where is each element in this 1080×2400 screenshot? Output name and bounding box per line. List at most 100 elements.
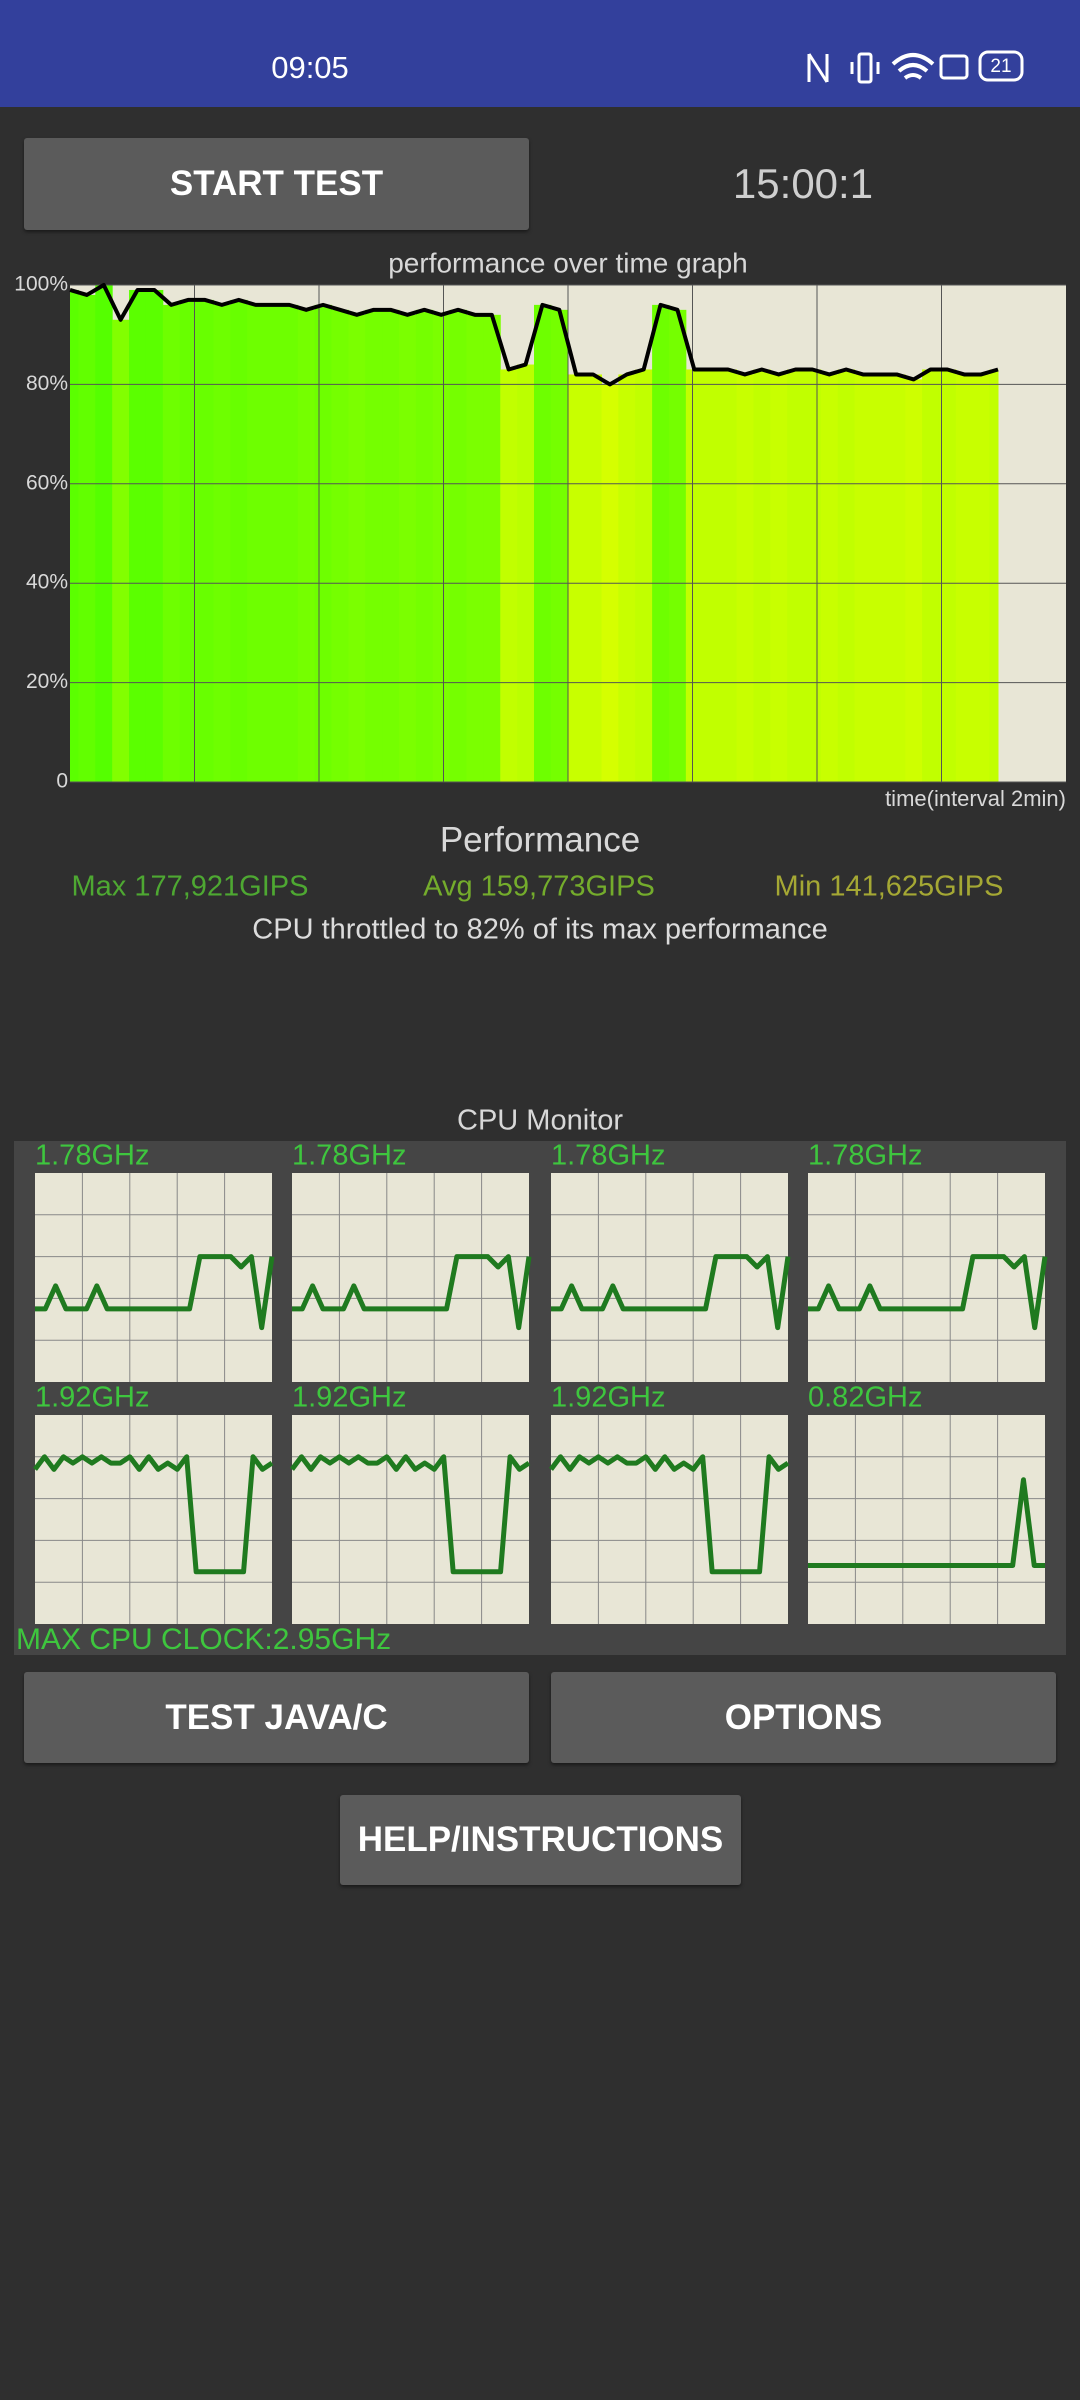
performance-column bbox=[938, 369, 957, 782]
performance-column bbox=[129, 289, 147, 782]
core-graph-background bbox=[35, 1173, 272, 1382]
performance-column bbox=[584, 374, 602, 782]
core-graph-background bbox=[551, 1415, 788, 1624]
performance-column bbox=[871, 374, 889, 782]
performance-column bbox=[348, 314, 366, 782]
core-graph-background bbox=[551, 1173, 788, 1382]
options-button[interactable]: OPTIONS bbox=[551, 1672, 1056, 1763]
performance-column bbox=[854, 374, 872, 782]
performance-column bbox=[989, 369, 999, 782]
performance-column bbox=[820, 374, 839, 782]
performance-column bbox=[803, 369, 822, 782]
graph-title: performance over time graph bbox=[388, 247, 748, 278]
core-line bbox=[549, 1454, 790, 1575]
core-frequency: 1.78GHz bbox=[292, 1140, 406, 1172]
performance-column bbox=[500, 369, 518, 782]
max-stat: Max 177,921GIPS bbox=[72, 871, 309, 903]
core-frequency: 1.78GHz bbox=[551, 1140, 665, 1172]
x-axis-label: time(interval 2min) bbox=[885, 786, 1066, 811]
y-tick-label: 20% bbox=[26, 670, 68, 693]
battery: 21 bbox=[990, 56, 1011, 77]
performance-column bbox=[736, 374, 754, 782]
performance-column bbox=[280, 304, 299, 782]
core-line bbox=[292, 1254, 532, 1331]
performance-column bbox=[888, 374, 906, 782]
performance-column bbox=[432, 314, 451, 782]
start-test-button[interactable]: START TEST bbox=[24, 138, 529, 230]
performance-column bbox=[635, 369, 653, 782]
performance-column bbox=[399, 314, 417, 782]
core-line bbox=[33, 1454, 274, 1575]
performance-column bbox=[213, 304, 231, 782]
core-frequency: 1.78GHz bbox=[808, 1140, 922, 1172]
core-graph-background bbox=[808, 1173, 1045, 1382]
help-button[interactable]: HELP/INSTRUCTIONS bbox=[340, 1795, 741, 1885]
performance-column bbox=[264, 304, 282, 782]
performance-column bbox=[78, 294, 96, 782]
status-bar: 09:05 21 bbox=[0, 0, 1080, 107]
performance-column bbox=[112, 319, 130, 782]
performance-column bbox=[95, 285, 113, 782]
cpu-monitor-title: CPU Monitor bbox=[457, 1105, 623, 1137]
performance-column bbox=[719, 369, 737, 782]
performance-column bbox=[567, 374, 586, 782]
y-tick-label: 60% bbox=[26, 471, 68, 494]
y-tick-label: 80% bbox=[26, 372, 68, 395]
performance-column bbox=[955, 374, 974, 782]
test-java-c-button[interactable]: TEST JAVA/C bbox=[24, 1672, 529, 1763]
core-graph-background bbox=[292, 1415, 529, 1624]
performance-column bbox=[837, 369, 856, 782]
performance-column bbox=[230, 299, 248, 782]
performance-column bbox=[331, 309, 349, 782]
y-tick-label: 40% bbox=[26, 571, 68, 594]
performance-column bbox=[466, 314, 484, 782]
performance-column bbox=[905, 379, 923, 782]
min-stat: Min 141,625GIPS bbox=[775, 871, 1004, 903]
core-line bbox=[808, 1254, 1048, 1331]
max-cpu-clock: MAX CPU CLOCK:2.95GHz bbox=[16, 1623, 391, 1656]
performance-column bbox=[70, 289, 79, 782]
cpu-monitor: CPU Monitor MAX CPU CLOCK:2.95GHz 1.78GH… bbox=[14, 1105, 1066, 1656]
core-graph-background bbox=[808, 1415, 1045, 1624]
performance-column bbox=[770, 374, 788, 782]
y-tick-label: 100% bbox=[14, 273, 68, 296]
throttle-text: CPU throttled to 82% of its max performa… bbox=[252, 914, 827, 946]
performance-column bbox=[972, 374, 991, 782]
avg-stat: Avg 159,773GIPS bbox=[423, 871, 655, 903]
core-line bbox=[808, 1477, 1045, 1568]
status-icons: 21 bbox=[807, 50, 1024, 84]
performance-column bbox=[382, 309, 400, 782]
core-graph-background bbox=[292, 1173, 529, 1382]
performance-heading: Performance bbox=[440, 820, 640, 859]
core-frequency: 1.92GHz bbox=[35, 1382, 149, 1414]
performance-column bbox=[517, 364, 535, 782]
performance-column bbox=[685, 369, 704, 782]
performance-column bbox=[922, 369, 940, 782]
performance-column bbox=[196, 299, 214, 782]
y-tick-label: 0 bbox=[56, 770, 68, 793]
core-line bbox=[551, 1254, 791, 1331]
performance-column bbox=[415, 309, 434, 782]
core-frequency: 1.92GHz bbox=[551, 1382, 665, 1414]
core-line bbox=[290, 1454, 531, 1575]
performance-column bbox=[618, 374, 636, 782]
performance-column bbox=[702, 369, 721, 782]
performance-column bbox=[550, 309, 569, 782]
performance-column bbox=[787, 369, 805, 782]
performance-line bbox=[69, 283, 999, 387]
performance-column bbox=[668, 309, 687, 782]
performance-column bbox=[247, 304, 265, 782]
core-frequency: 1.92GHz bbox=[292, 1382, 406, 1414]
performance-column bbox=[534, 304, 552, 782]
performance-graph: performance over time graph time(interva… bbox=[14, 247, 1066, 946]
performance-column bbox=[314, 304, 333, 782]
performance-column bbox=[365, 309, 383, 782]
core-line bbox=[35, 1254, 275, 1331]
performance-column bbox=[483, 314, 501, 782]
performance-column bbox=[449, 309, 468, 782]
performance-column bbox=[297, 309, 316, 782]
core-frequency: 1.78GHz bbox=[35, 1140, 149, 1172]
performance-column bbox=[179, 299, 198, 782]
core-frequency: 0.82GHz bbox=[808, 1382, 922, 1414]
